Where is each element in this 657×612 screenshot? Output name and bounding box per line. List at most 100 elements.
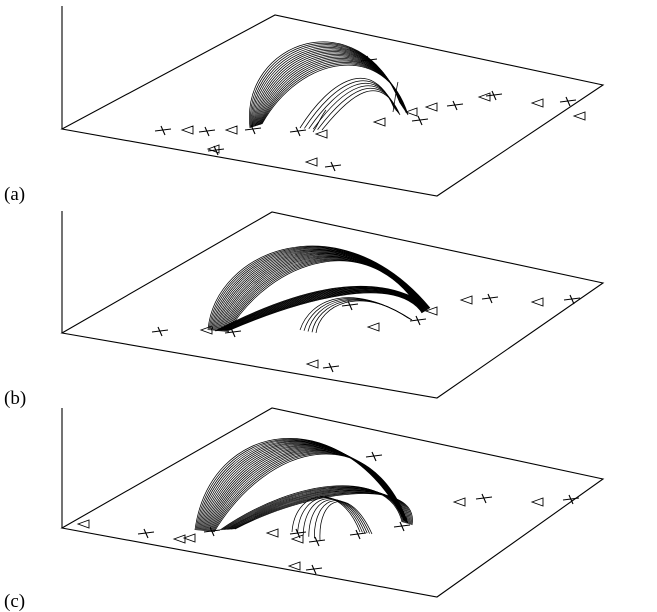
- triangle-marker: [224, 125, 238, 135]
- panel-a-plane: [60, 14, 605, 197]
- triangle-marker: [530, 297, 544, 307]
- panel-a-markers: [154, 55, 586, 172]
- field-line: [215, 286, 428, 332]
- triangle-marker: [287, 561, 301, 571]
- cross-marker: [305, 564, 323, 575]
- field-line: [303, 298, 412, 331]
- field-line: [227, 489, 408, 530]
- field-line: [233, 492, 412, 530]
- cross-marker: [322, 362, 340, 373]
- cross-marker: [559, 96, 577, 107]
- field-line: [201, 443, 406, 531]
- cross-marker: [341, 300, 359, 311]
- field-line: [208, 449, 408, 532]
- field-line: [222, 486, 405, 531]
- field-line: [302, 498, 366, 536]
- field-line: [315, 300, 409, 334]
- field-line: [209, 450, 408, 532]
- field-line: [261, 64, 409, 125]
- field-line: [299, 297, 413, 331]
- panel-c-plane: [60, 407, 605, 598]
- cross-marker: [446, 100, 464, 111]
- field-line: [204, 446, 407, 532]
- field-line: [234, 493, 413, 530]
- cross-marker: [207, 145, 225, 156]
- field-line: [307, 298, 411, 332]
- panel-a-field-lines: [249, 41, 409, 133]
- field-line: [230, 491, 410, 530]
- triangle-marker: [304, 157, 318, 167]
- panel-b: (b): [4, 211, 605, 409]
- cross-marker: [360, 55, 378, 66]
- cross-marker: [365, 451, 383, 462]
- field-line: [291, 496, 361, 533]
- field-line: [214, 286, 429, 332]
- field-line: [213, 453, 409, 533]
- triangle-marker: [199, 325, 213, 335]
- triangle-marker: [180, 125, 194, 135]
- field-line: [199, 442, 406, 531]
- cross-marker: [224, 327, 242, 338]
- cross-marker: [154, 125, 172, 136]
- field-line: [297, 497, 363, 534]
- field-line: [223, 487, 406, 531]
- cross-marker: [289, 126, 307, 137]
- panel-b-field-lines: [207, 245, 431, 334]
- field-line: [312, 109, 327, 133]
- panel-a: (a): [4, 6, 605, 205]
- field-line: [227, 260, 423, 333]
- field-line: [206, 447, 407, 532]
- panel-b-markers: [151, 293, 581, 373]
- panel-b-label: (b): [4, 388, 26, 409]
- cross-marker: [137, 528, 155, 539]
- triangle-marker: [172, 534, 186, 544]
- cross-marker: [475, 493, 493, 504]
- triangle-marker: [572, 111, 586, 121]
- field-line: [200, 442, 406, 531]
- triangle-marker: [372, 117, 386, 127]
- cross-marker: [409, 315, 427, 326]
- field-line: [229, 490, 409, 530]
- cross-marker: [563, 294, 581, 305]
- triangle-marker: [206, 144, 220, 154]
- panel-c-markers: [76, 451, 580, 575]
- triangle-marker: [477, 92, 491, 102]
- field-line: [197, 440, 405, 531]
- triangle-marker: [404, 107, 418, 117]
- cross-marker: [481, 293, 499, 304]
- field-line: [221, 486, 404, 531]
- triangle-marker: [314, 129, 328, 139]
- field-line: [229, 292, 421, 331]
- field-line: [321, 90, 401, 131]
- triangle-marker: [290, 534, 304, 544]
- field-line: [207, 448, 408, 532]
- panel-b-plane: [60, 211, 605, 399]
- field-line: [225, 488, 407, 530]
- field-line: [212, 452, 409, 533]
- triangle-marker: [265, 528, 279, 538]
- cross-marker: [203, 526, 221, 537]
- triangle-marker: [366, 322, 380, 332]
- triangle-marker: [305, 359, 319, 369]
- cross-marker: [393, 521, 411, 532]
- triangle-marker: [76, 519, 90, 529]
- field-line: [211, 451, 408, 532]
- cross-marker: [349, 529, 367, 540]
- cross-marker: [198, 126, 216, 137]
- field-line: [205, 447, 407, 532]
- panel-c-label: (c): [4, 591, 25, 612]
- field-line: [226, 489, 407, 530]
- triangle-marker: [459, 295, 473, 305]
- field-line: [308, 499, 368, 537]
- field-line: [198, 441, 406, 531]
- field-line: [392, 81, 399, 113]
- field-line: [202, 444, 407, 531]
- field-line: [195, 438, 405, 531]
- cross-marker: [411, 115, 429, 126]
- triangle-marker: [530, 98, 544, 108]
- field-line: [319, 501, 373, 541]
- cross-marker: [562, 494, 580, 505]
- field-line: [219, 485, 403, 531]
- cross-marker: [324, 161, 342, 172]
